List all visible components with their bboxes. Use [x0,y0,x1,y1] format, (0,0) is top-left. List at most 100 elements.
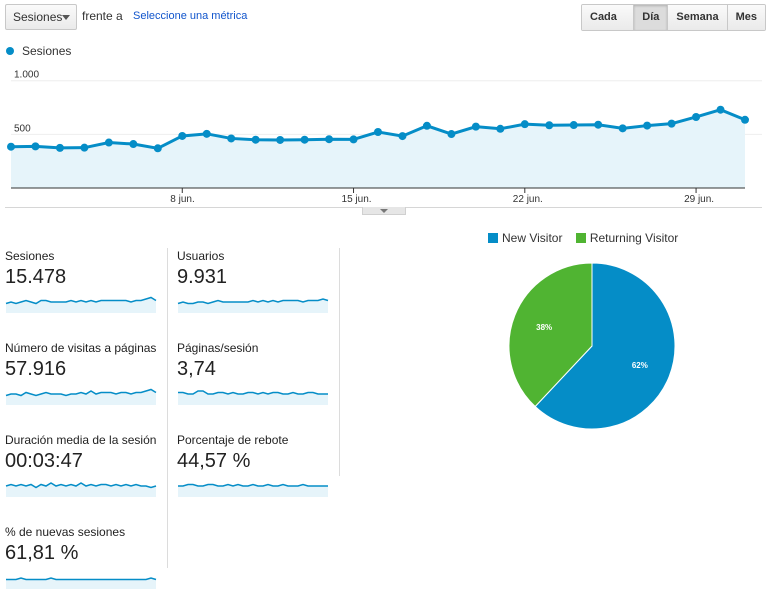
legend-label: Returning Visitor [589,231,679,245]
sparkline [5,482,157,497]
sparkline [6,577,157,589]
metric-bounce-rate[interactable]: Porcentaje de rebote 44,57 % [177,433,337,511]
sparkline [177,298,329,313]
data-point [520,120,529,129]
data-point [7,142,15,151]
sparkline [178,483,328,497]
data-point [300,135,309,144]
legend-dot-icon [6,47,14,55]
data-point [325,135,334,144]
data-point [55,143,64,152]
metric-label: Páginas/sesión [177,341,259,355]
metric-label: Duración media de la sesión [5,433,157,447]
range-month-button[interactable]: Mes [727,5,765,30]
data-point [31,142,40,151]
data-point [569,121,578,130]
range-week-button[interactable]: Semana [668,5,728,30]
data-point [129,140,138,149]
data-point [374,128,382,137]
data-point [422,121,431,130]
metric-sessions[interactable]: Sesiones 15.478 [5,249,165,327]
sparkline-line [6,577,157,581]
data-point [643,121,652,130]
toolbar: Sesiones frente a Seleccione una métrica… [0,0,766,34]
metric-value: 44,57 % [177,450,251,472]
legend-label: Sesiones [22,44,72,58]
data-point [104,138,113,147]
metric-label: Porcentaje de rebote [177,433,289,447]
sparkline-line [5,296,157,305]
metric-label: Usuarios [177,249,225,263]
data-point [80,143,89,152]
x-tick-label: 8 jun. [170,194,194,205]
column-separator [339,248,340,476]
metric-avg-session-duration[interactable]: Duración media de la sesión 00:03:47 [5,433,165,511]
metric-users[interactable]: Usuarios 9.931 [177,249,337,327]
data-point [178,131,187,140]
sessions-line-chart: 1.000 500 8 jun. 15 jun. 22 jun. 29 jun. [7,70,762,205]
pie-slice-new-visitor [534,262,676,430]
data-point [692,112,701,121]
legend-label: New Visitor [502,231,563,245]
data-point [716,105,725,114]
metric-value: 00:03:47 [5,450,83,472]
data-point [447,130,456,139]
date-range-group: Cada hora Día Semana Mes [581,4,766,31]
sparkline-area [178,391,328,405]
sparkline-area [6,483,156,497]
line-chart-legend: Sesiones [6,44,71,58]
area-fill [11,109,745,188]
legend-item-new-visitor[interactable]: New Visitor [488,231,562,245]
data-point [471,122,480,131]
column-separator [167,248,168,568]
x-tick-label: 29 jun. [684,194,714,205]
sparkline-area [6,297,156,313]
sparkline-area [178,484,328,497]
select-metric-link[interactable]: Seleccione una métrica [133,10,248,22]
pie-slice-label: 38% [536,323,552,332]
compare-label: frente a [82,9,123,23]
metric-value: 3,74 [177,358,216,380]
metric-value: 9.931 [177,266,228,288]
sparkline-line [178,390,328,395]
data-point [276,135,285,144]
data-point [227,134,236,143]
metric-value: 15.478 [5,266,67,288]
x-tick-label: 22 jun. [513,194,543,205]
metric-value: 61,81 % [5,542,79,564]
metric-pageviews[interactable]: Número de visitas a páginas 57.916 [5,341,165,419]
metric-select[interactable]: Sesiones [5,4,77,30]
pie-legend: New Visitor Returning Visitor [488,231,688,245]
sparkline [178,390,328,405]
chevron-down-icon [62,15,70,20]
metric-pages-per-session[interactable]: Páginas/sesión 3,74 [177,341,337,419]
data-point [398,132,407,141]
pie-slice-returning-visitor [508,262,593,408]
data-point [251,135,260,144]
sparkline-line [178,483,328,487]
metric-label: Sesiones [5,249,55,263]
legend-swatch-icon [575,233,586,243]
data-point [349,135,358,144]
sparkline-line [5,388,157,397]
data-point [594,120,603,129]
legend-item-returning-visitor[interactable]: Returning Visitor [575,231,679,245]
sparkline-area [178,299,328,313]
x-tick-label: 15 jun. [342,194,372,205]
collapse-handle[interactable] [362,207,406,215]
metric-label: % de nuevas sesiones [5,525,126,539]
data-point [618,124,627,133]
data-point [153,144,162,153]
metric-new-sessions[interactable]: % de nuevas sesiones 61,81 % [5,525,165,603]
range-day-button[interactable]: Día [634,5,669,30]
data-point [545,121,554,130]
data-point [667,119,676,128]
sparkline [5,388,157,405]
range-hourly-button[interactable]: Cada hora [582,5,635,30]
metric-label: Número de visitas a páginas [5,341,157,355]
sparkline-line [5,482,157,489]
sparkline [5,296,157,313]
y-tick-label: 1.000 [14,70,39,81]
data-point [496,124,505,133]
pie-slice-label: 62% [632,361,648,370]
